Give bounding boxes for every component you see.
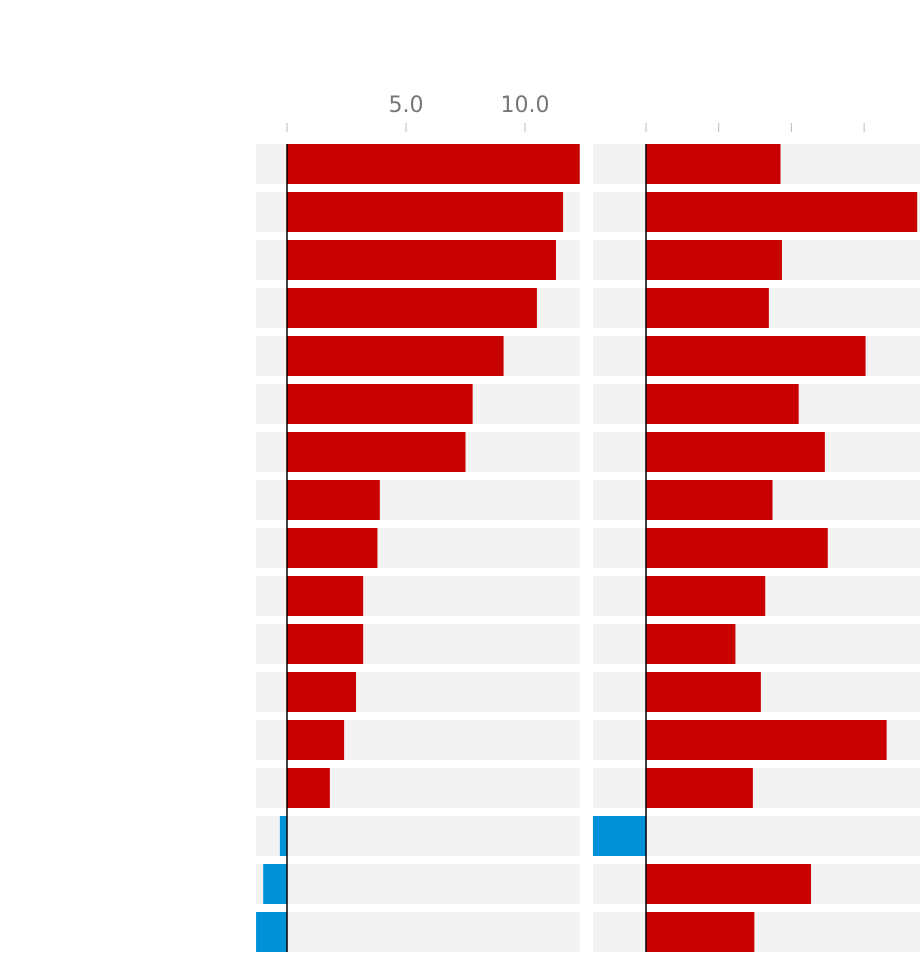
- x-tick-label: 10.0: [501, 93, 550, 118]
- bar-positive: [287, 576, 364, 616]
- bar-positive: [646, 192, 918, 232]
- bar-positive: [646, 288, 769, 328]
- bar-positive: [287, 192, 564, 232]
- bar-negative: [592, 816, 646, 856]
- row-background: [593, 624, 920, 664]
- bar-positive: [646, 336, 866, 376]
- bar-positive: [287, 624, 364, 664]
- bar-positive: [287, 480, 380, 520]
- left-panel: 5.0 10.0: [256, 93, 580, 952]
- bar-positive: [287, 432, 466, 472]
- bar-negative: [263, 864, 287, 904]
- bar-positive: [646, 528, 828, 568]
- row-background: [593, 816, 920, 856]
- bar-positive: [287, 672, 357, 712]
- bar-positive: [646, 672, 761, 712]
- row-background: [256, 864, 580, 904]
- x-tick-label: 5.0: [389, 93, 424, 118]
- bar-positive: [646, 240, 782, 280]
- bar-positive: [646, 768, 753, 808]
- row-background: [593, 912, 920, 952]
- bar-positive: [287, 720, 345, 760]
- row-background: [256, 816, 580, 856]
- right-panel: [592, 123, 920, 952]
- bar-positive: [287, 288, 537, 328]
- bar-positive: [287, 768, 330, 808]
- bar-positive: [287, 384, 473, 424]
- bar-negative: [279, 816, 287, 856]
- row-background: [256, 912, 580, 952]
- row-background: [593, 768, 920, 808]
- bar-positive: [646, 384, 799, 424]
- bar-positive: [646, 912, 755, 952]
- bar-positive: [646, 624, 736, 664]
- bar-positive: [646, 480, 773, 520]
- bar-positive: [646, 864, 812, 904]
- bar-positive: [646, 144, 781, 184]
- bar-negative: [256, 912, 287, 952]
- bar-positive: [646, 432, 825, 472]
- bar-positive: [646, 576, 766, 616]
- bar-positive: [646, 720, 887, 760]
- bar-positive: [287, 528, 378, 568]
- bar-positive: [287, 144, 580, 184]
- bar-positive: [287, 336, 504, 376]
- bar-positive: [287, 240, 556, 280]
